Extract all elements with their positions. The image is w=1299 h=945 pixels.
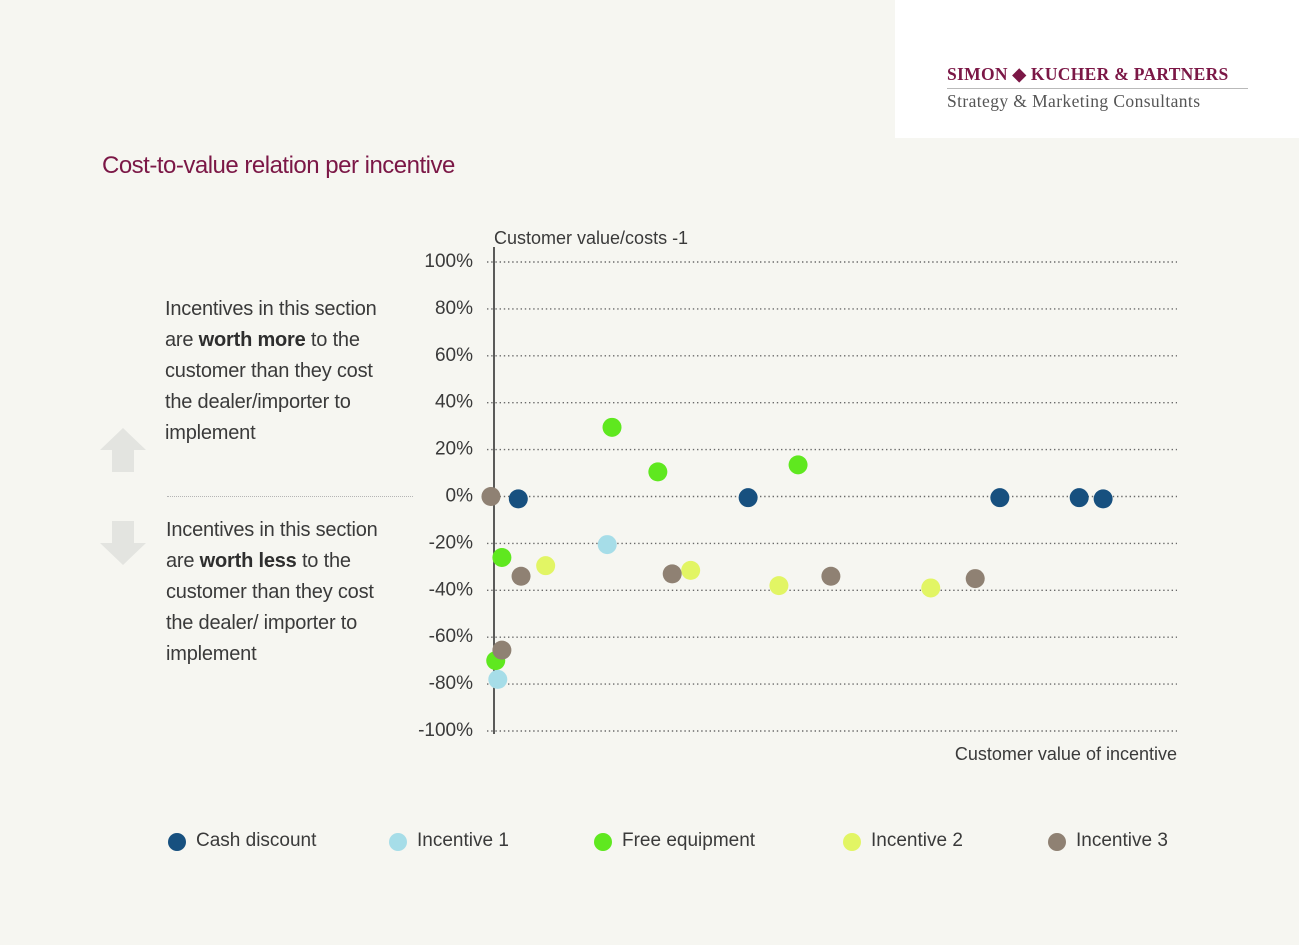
y-tick-label: -80% [429, 673, 473, 694]
y-tick-label: 60% [435, 345, 473, 366]
data-point [788, 455, 808, 475]
data-point [681, 560, 701, 580]
y-tick-label: -100% [418, 720, 473, 741]
legend-label: Incentive 1 [417, 830, 509, 851]
lower-section-note: Incentives in this section are worth les… [166, 515, 394, 670]
legend-swatch [843, 833, 861, 851]
x-axis-label: Customer value of incentive [955, 744, 1177, 764]
data-point [648, 462, 668, 482]
y-axis-label: Customer value/costs -1 [494, 228, 688, 248]
legend-label: Cash discount [196, 830, 317, 851]
lower-note-post: to the customer than they cost the deale… [166, 550, 374, 665]
arrow-up-icon [100, 428, 146, 472]
upper-section-note: Incentives in this section are worth mor… [165, 294, 390, 449]
legend-label: Incentive 2 [871, 830, 963, 851]
data-point [511, 566, 531, 586]
data-point [602, 417, 622, 437]
page-title: Cost-to-value relation per incentive [102, 152, 455, 179]
data-point [769, 576, 789, 596]
data-point [662, 564, 682, 584]
chart-legend: Cash discount Incentive 1 Free equipment In… [168, 828, 1188, 858]
data-point [536, 556, 556, 576]
upper-note-post: to the customer than they cost the deale… [165, 329, 373, 444]
section-divider [167, 496, 413, 497]
legend-label: Incentive 3 [1076, 830, 1168, 851]
grid-lines [487, 261, 1177, 732]
legend-swatch [168, 833, 186, 851]
data-point [508, 489, 528, 509]
scatter-chart: 100%80%60%40%20%0%-20%-40%-60%-80%-100% … [418, 228, 1177, 764]
data-point [821, 566, 841, 586]
data-point [921, 578, 941, 598]
legend-label: Free equipment [622, 830, 756, 851]
data-point [1093, 489, 1113, 509]
brand-divider [947, 88, 1248, 89]
upper-note-pre: Incentives in this section are [165, 298, 377, 351]
y-tick-label: 80% [435, 298, 473, 319]
data-point [481, 487, 501, 506]
legend-swatch [594, 833, 612, 851]
y-tick-label: 100% [424, 251, 473, 272]
legend-swatch [389, 833, 407, 851]
lower-note-pre: Incentives in this section are [166, 519, 378, 572]
data-point [990, 488, 1010, 508]
data-point [1069, 488, 1089, 508]
data-point [597, 535, 617, 555]
y-tick-label: 20% [435, 439, 473, 460]
data-points [481, 417, 1113, 689]
upper-note-bold: worth more [198, 329, 306, 351]
logo-panel: SIMON ◆ KUCHER & PARTNERS Strategy & Mar… [895, 0, 1299, 138]
data-point [492, 640, 512, 660]
arrow-down-icon [100, 521, 146, 565]
y-tick-label: 40% [435, 392, 473, 413]
brand-name: SIMON ◆ KUCHER & PARTNERS [947, 64, 1229, 84]
lower-note-bold: worth less [199, 550, 297, 572]
y-axis-ticks: 100% 80% 60% 40% 20% 0% -20% -40% -60% -80% -100% [418, 251, 473, 741]
y-tick-label: -20% [429, 532, 473, 553]
data-point [965, 569, 985, 589]
data-point [738, 488, 758, 508]
data-point [492, 547, 512, 567]
y-tick-label: -40% [429, 579, 473, 600]
y-tick-label: -60% [429, 626, 473, 647]
data-point [488, 669, 508, 689]
y-tick-label: 0% [446, 486, 474, 507]
brand-tagline: Strategy & Marketing Consultants [947, 91, 1201, 111]
legend-swatch [1048, 833, 1066, 851]
